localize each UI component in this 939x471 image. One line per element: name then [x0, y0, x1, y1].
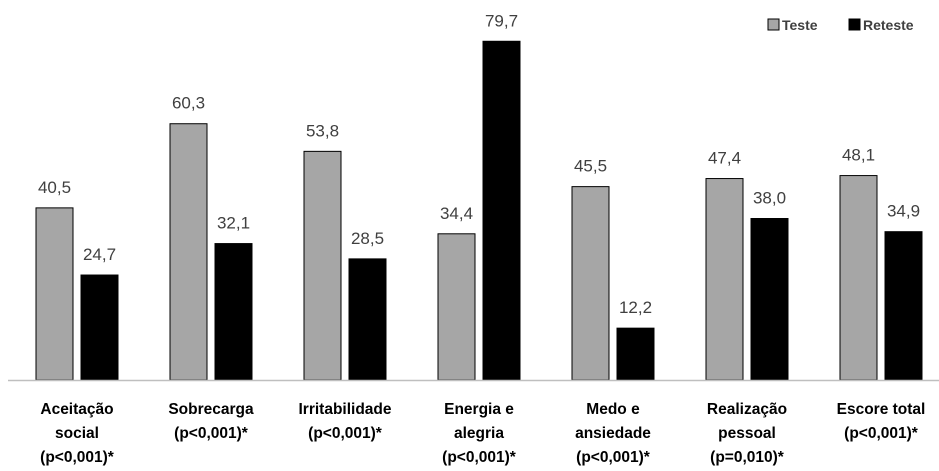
category-label-line: Aceitação	[40, 401, 113, 418]
value-label-teste-realizacao: 47,4	[708, 149, 741, 168]
category-label-escore-total: Escore total (p<0,001)*	[837, 401, 926, 442]
bar-teste-energia-e	[437, 233, 476, 381]
value-label-teste-energia-e: 34,4	[440, 204, 473, 223]
bar-reteste-energia-e	[482, 40, 521, 381]
category-label-line: Escore total	[837, 401, 926, 418]
value-label-reteste-realizacao: 38,0	[753, 189, 786, 208]
category-labels-layer: Aceitação social (p<0,001)* Sobrecarga (p<0,…	[40, 401, 925, 466]
category-label-line: (p<0,001)*	[844, 425, 919, 442]
bar-teste-medo-e	[571, 186, 610, 381]
legend-swatch-reteste	[848, 18, 861, 31]
bar-reteste-aceitacao	[80, 274, 119, 381]
category-label-line: alegria	[454, 425, 504, 442]
category-label-aceitacao: Aceitação social (p<0,001)*	[40, 401, 115, 466]
value-label-reteste-energia-e: 79,7	[485, 11, 518, 30]
value-label-teste-aceitacao: 40,5	[38, 178, 71, 197]
category-label-line: social	[55, 425, 99, 442]
category-label-line: Energia e	[444, 401, 514, 418]
category-label-line: Sobrecarga	[168, 401, 254, 418]
category-label-medo-e: Medo e ansiedade (p<0,001)*	[575, 401, 651, 466]
bars-layer	[35, 40, 923, 381]
value-label-teste-sobrecarga: 60,3	[172, 94, 205, 113]
value-label-teste-medo-e: 45,5	[574, 157, 607, 176]
value-label-reteste-escore-total: 34,9	[887, 202, 920, 221]
value-label-teste-escore-total: 48,1	[842, 146, 875, 165]
category-label-line: Realização	[707, 401, 787, 418]
value-label-reteste-sobrecarga: 32,1	[217, 214, 250, 233]
category-label-line: (p<0,001)*	[174, 425, 249, 442]
bar-teste-sobrecarga	[169, 123, 208, 381]
legend-swatch-teste	[767, 18, 780, 31]
bar-reteste-medo-e	[616, 327, 655, 381]
bar-teste-irritabilidade	[303, 150, 342, 381]
value-label-reteste-aceitacao: 24,7	[83, 245, 116, 264]
bar-reteste-irritabilidade	[348, 258, 387, 381]
bar-reteste-sobrecarga	[214, 243, 253, 381]
category-label-line: Medo e	[586, 401, 640, 418]
value-label-reteste-irritabilidade: 28,5	[351, 229, 384, 248]
bar-teste-escore-total	[839, 175, 878, 381]
legend-label-reteste: Reteste	[863, 17, 914, 33]
category-label-energia-e: Energia e alegria (p<0,001)*	[442, 401, 517, 466]
category-label-sobrecarga: Sobrecarga (p<0,001)*	[168, 401, 254, 442]
category-label-line: ansiedade	[575, 425, 651, 442]
category-label-line: Irritabilidade	[298, 401, 391, 418]
category-label-irritabilidade: Irritabilidade (p<0,001)*	[298, 401, 391, 442]
category-label-line: (p<0,001)*	[40, 449, 115, 466]
category-label-line: (p<0,001)*	[308, 425, 383, 442]
category-label-line: (p<0,001)*	[576, 449, 651, 466]
bar-teste-realizacao	[705, 178, 744, 381]
category-label-line: (p<0,001)*	[442, 449, 517, 466]
value-label-reteste-medo-e: 12,2	[619, 298, 652, 317]
legend-label-teste: Teste	[782, 17, 818, 33]
legend: Teste Reteste	[767, 17, 914, 33]
category-label-realizacao: Realização pessoal (p=0,010)*	[707, 401, 787, 466]
bar-reteste-realizacao	[750, 218, 789, 381]
bar-reteste-escore-total	[884, 231, 923, 381]
value-label-teste-irritabilidade: 53,8	[306, 121, 339, 140]
value-labels-layer: 40,5 24,7 60,3 32,1 53,8 28,5 34,4 79,7 45,5 12,2…	[38, 11, 920, 317]
bar-teste-aceitacao	[35, 207, 74, 381]
category-label-line: (p=0,010)*	[710, 449, 785, 466]
category-label-line: pessoal	[718, 425, 776, 442]
